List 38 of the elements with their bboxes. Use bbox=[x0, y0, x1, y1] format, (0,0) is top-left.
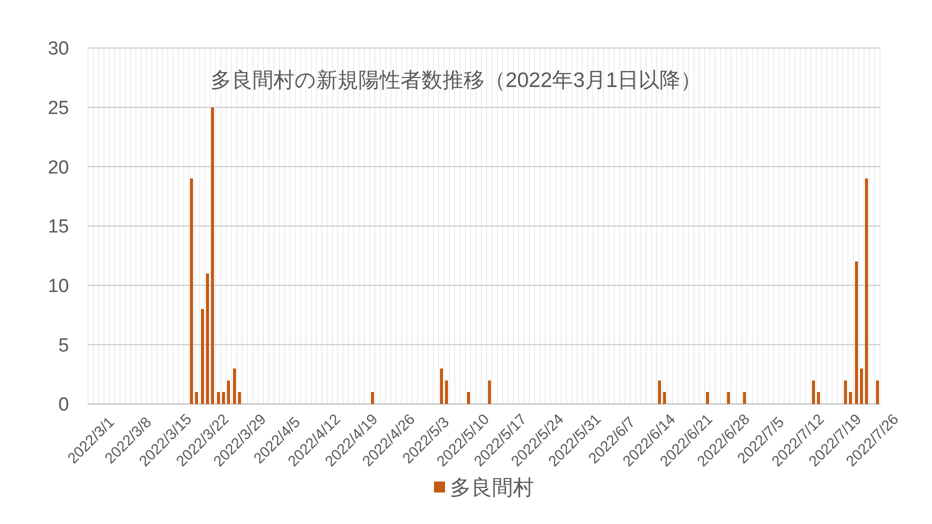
bar bbox=[445, 380, 448, 404]
bar bbox=[860, 368, 863, 404]
bar bbox=[812, 380, 815, 404]
y-tick-label: 5 bbox=[58, 335, 69, 356]
bar bbox=[211, 107, 214, 404]
bar bbox=[195, 392, 198, 404]
bar bbox=[190, 178, 193, 404]
legend-label: 多良間村 bbox=[450, 476, 534, 500]
bar bbox=[865, 178, 868, 404]
bar bbox=[658, 380, 661, 404]
bar bbox=[706, 392, 709, 404]
bar bbox=[876, 380, 879, 404]
bar bbox=[467, 392, 470, 404]
bar bbox=[222, 392, 225, 404]
bar bbox=[206, 273, 209, 404]
bar bbox=[855, 262, 858, 404]
bar bbox=[727, 392, 730, 404]
bar bbox=[844, 380, 847, 404]
y-tick-label: 30 bbox=[48, 38, 69, 60]
bar bbox=[371, 392, 374, 404]
bar bbox=[743, 392, 746, 404]
y-tick-label: 25 bbox=[48, 98, 69, 119]
bar bbox=[217, 392, 220, 404]
y-tick-label: 0 bbox=[58, 394, 69, 416]
y-tick-label: 10 bbox=[48, 276, 69, 297]
bar bbox=[663, 392, 666, 404]
text: 多良間村の新規陽性者数推移（2022年3月1日以降） bbox=[210, 69, 702, 92]
legend: 多良間村 bbox=[434, 476, 534, 500]
bar bbox=[440, 368, 443, 404]
bar bbox=[201, 309, 204, 404]
bar bbox=[238, 392, 241, 404]
y-tick-label: 15 bbox=[48, 216, 69, 238]
bar bbox=[817, 392, 820, 404]
bar bbox=[227, 380, 230, 404]
bar bbox=[488, 380, 491, 404]
y-tick-label: 20 bbox=[48, 157, 69, 178]
bar bbox=[849, 392, 852, 404]
bar bbox=[233, 368, 236, 404]
